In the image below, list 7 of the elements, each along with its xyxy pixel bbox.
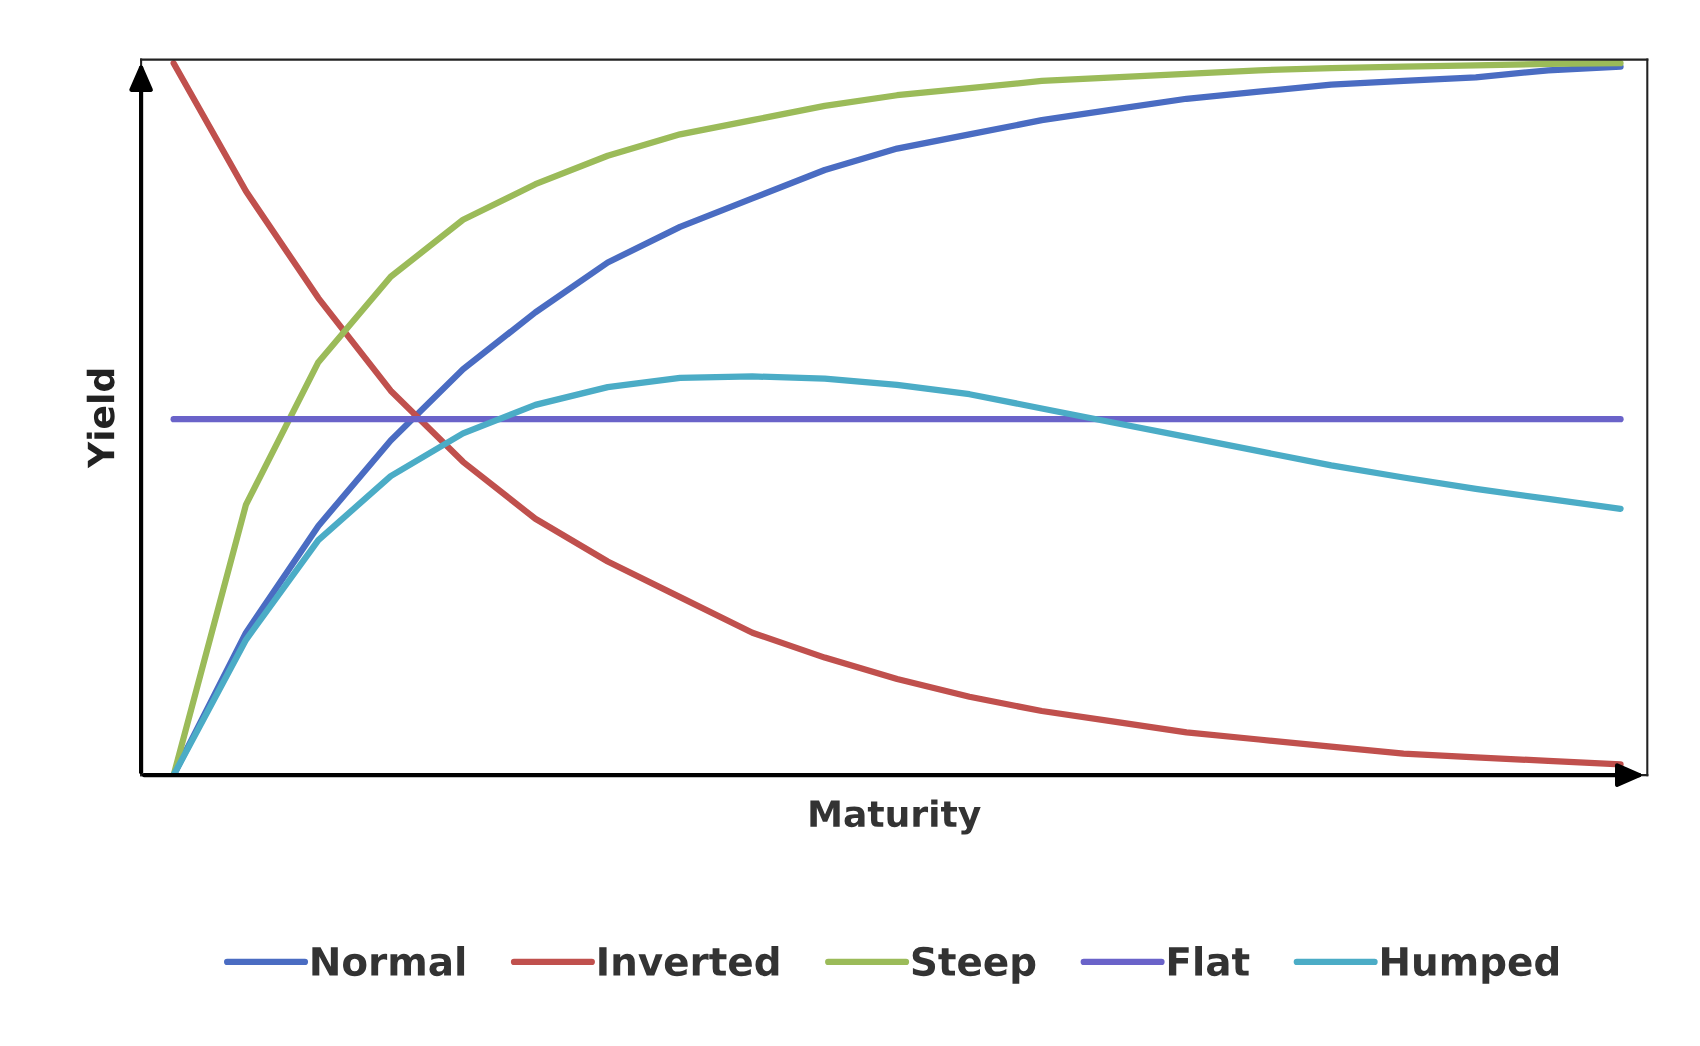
legend-label: Steep (912, 946, 1036, 984)
legend-label: Humped (1382, 946, 1558, 984)
legend-label: Normal (312, 946, 465, 977)
legend-label: Inverted (599, 946, 779, 977)
y-axis-title: Yield (86, 369, 115, 469)
legend-label: Flat (1168, 946, 1250, 977)
x-axis-title: Maturity (810, 799, 981, 835)
